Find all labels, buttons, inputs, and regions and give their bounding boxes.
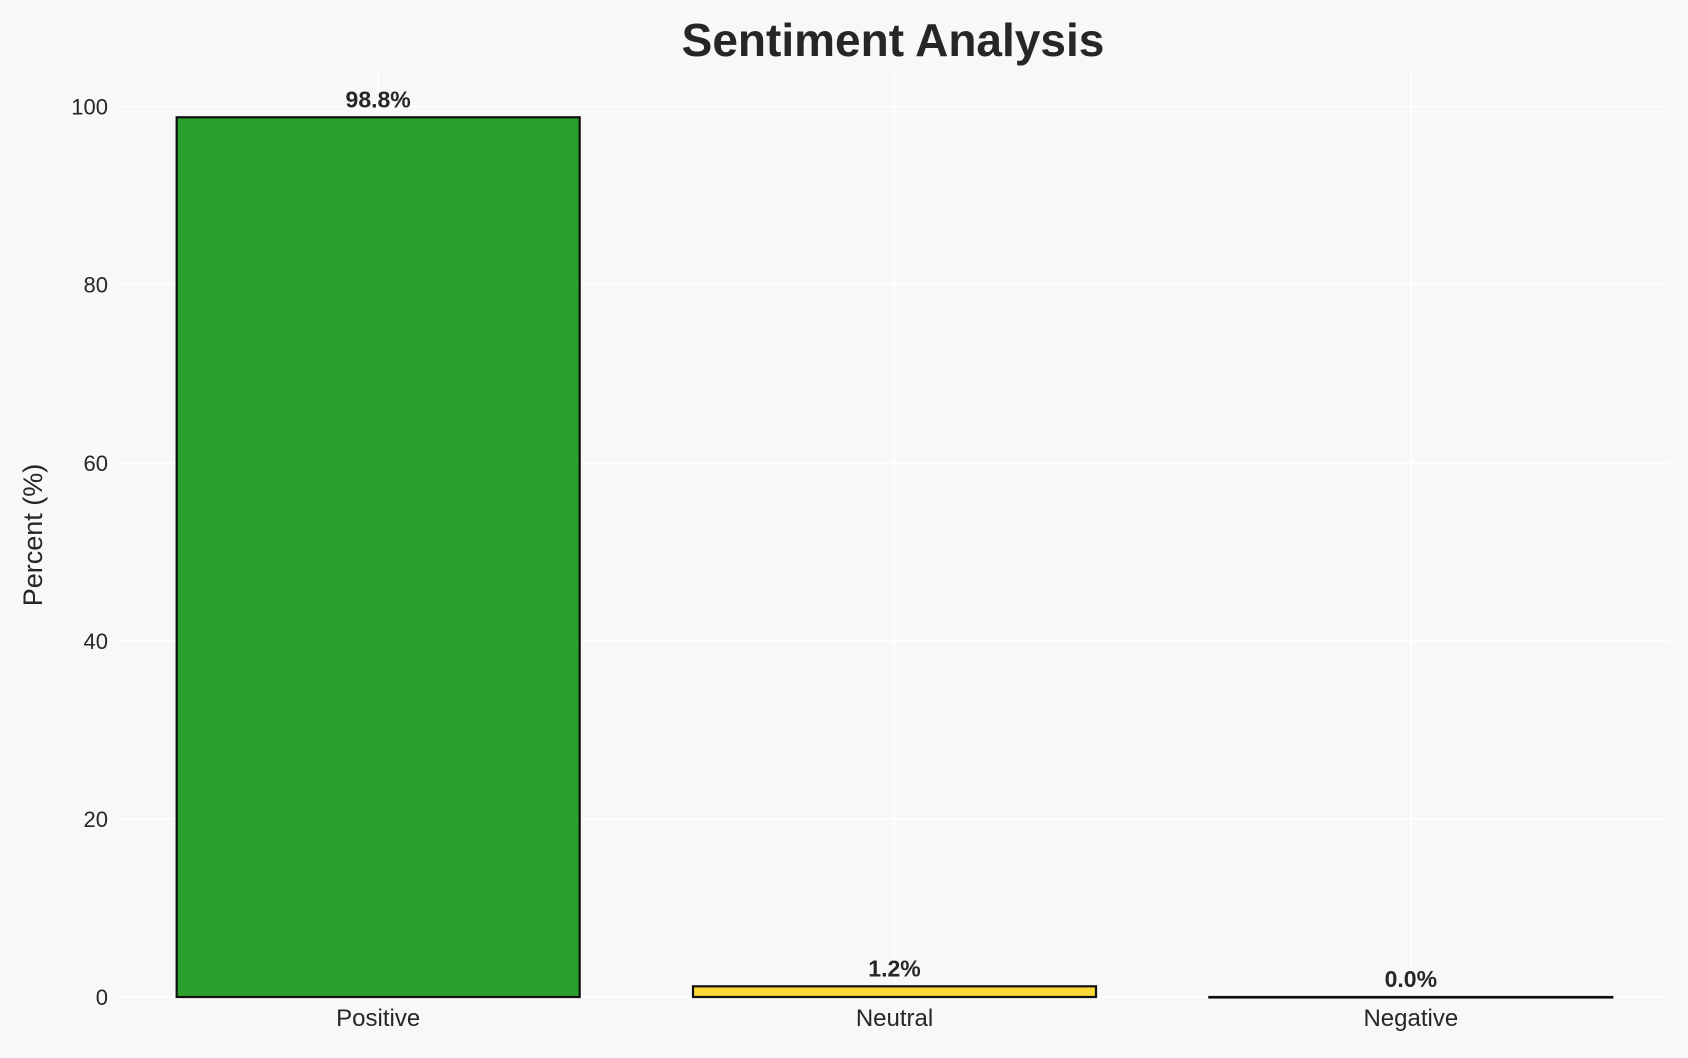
y-tick-label: 80 [84,273,108,298]
bar-neutral [691,985,1098,999]
data-label: 98.8% [346,86,411,112]
y-tick-label: 20 [84,807,108,832]
bar-negative [1208,995,1614,999]
bars [175,116,1614,999]
y-tick-label: 40 [84,629,108,654]
data-label: 0.0% [1385,966,1437,992]
chart-title: Sentiment Analysis [682,14,1105,66]
x-tick-label: Positive [336,1005,420,1032]
y-axis-label: Percent (%) [18,464,48,607]
x-tick-label: Negative [1363,1005,1458,1032]
x-tick-label: Neutral [856,1005,933,1032]
bar-positive [175,116,581,999]
y-tick-label: 100 [71,95,108,120]
y-tick-label: 0 [96,985,108,1010]
labels: 0 20 40 60 80 100 98.8% Positive 1.2% Neutral 0.0%… [71,86,1458,1032]
data-label: 1.2% [868,955,920,981]
y-tick-label: 60 [84,451,108,476]
